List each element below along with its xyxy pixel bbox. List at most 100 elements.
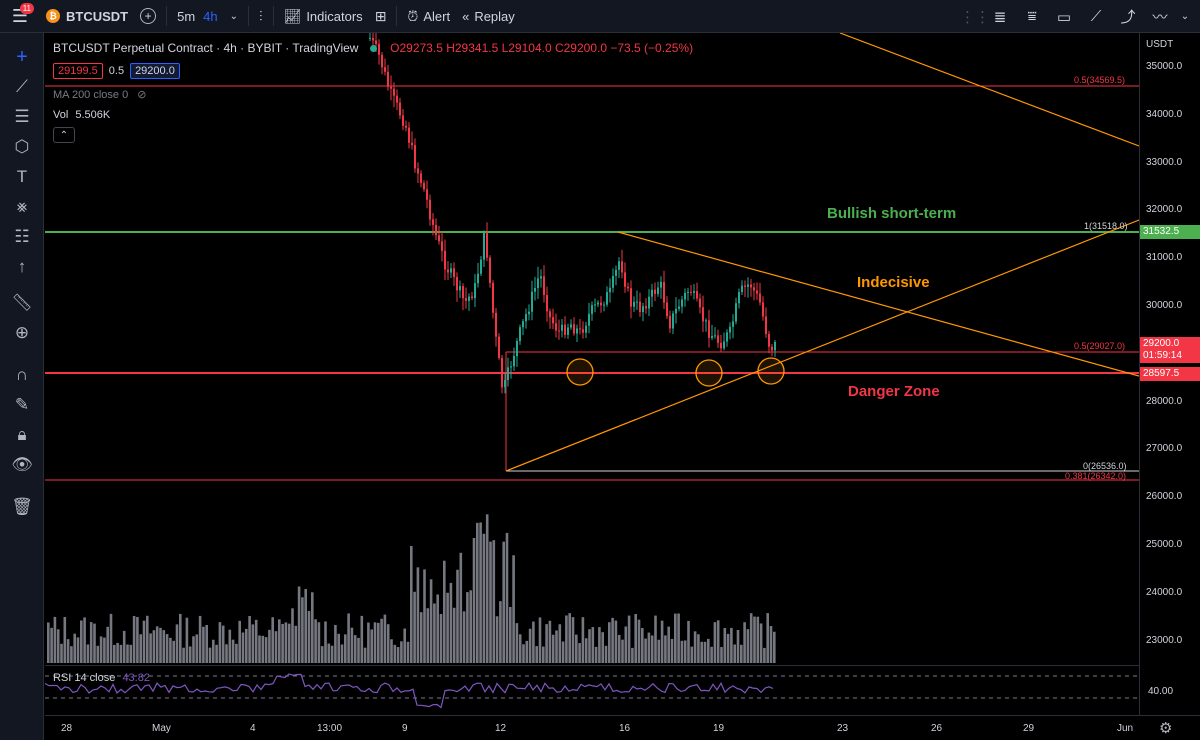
candle-body [696, 291, 698, 299]
alert-button[interactable]: ⏰︎ Alert [401, 0, 456, 33]
volume-bar [551, 634, 555, 663]
candle-body [600, 302, 602, 306]
rsi-legend[interactable]: RSI 14 close 43.82 [53, 672, 150, 684]
volume-bar [449, 582, 453, 663]
candle-body [702, 307, 704, 322]
eye-icon[interactable]: 👁︎ [11, 455, 33, 474]
timeframe-4h-label[interactable]: 4h [203, 8, 218, 24]
rsi-pane[interactable]: RSI 14 close 43.82 [45, 665, 1139, 715]
polyline-icon[interactable]: 〰 [1152, 9, 1168, 26]
collapse-legend-button[interactable]: ⌃ [53, 127, 75, 143]
candle-body [429, 199, 431, 220]
volume-bar [604, 645, 608, 663]
volume-bar [740, 644, 743, 663]
volume-bar [393, 644, 397, 663]
support-circle-2[interactable] [695, 359, 723, 387]
candle-body [684, 292, 686, 300]
indecisive-annotation[interactable]: Indecisive [857, 274, 930, 291]
descending-trend-line[interactable] [617, 231, 1139, 377]
chart-type-button[interactable]: ⫶ [253, 0, 269, 33]
volume-value: 5.506K [75, 109, 111, 121]
indicators-button[interactable]: 📈︎ Indicators [278, 0, 369, 33]
ma-indicator-legend[interactable]: MA 200 close 0 ⊘ [53, 88, 147, 101]
price-chart-pane[interactable]: BTCUSDT Perpetual Contract · 4h · BYBIT … [45, 33, 1139, 663]
volume-bar [241, 632, 245, 663]
volume-bar [291, 608, 294, 663]
time-scale[interactable]: 28 May 4 13:00 9 12 16 19 23 26 29 Jun ⚙ [45, 715, 1200, 740]
timeframe-5m-button[interactable]: 5m 4h [171, 0, 224, 33]
currency-label[interactable]: USDT [1146, 39, 1174, 50]
fib-label-low: 0.381(26342.0) [1065, 471, 1127, 481]
buy-button[interactable]: 29200.0 [130, 63, 180, 79]
price-tick-label: 25000.0 [1146, 539, 1183, 550]
volume-bar [644, 638, 647, 663]
support-circle-3[interactable] [757, 357, 785, 385]
volume-indicator-legend[interactable]: Vol 5.506K [53, 109, 110, 121]
volume-bar [80, 620, 83, 663]
rsi-canvas[interactable] [45, 666, 1139, 716]
price-tick-label: 28000.0 [1146, 395, 1183, 407]
price-chart-canvas[interactable] [45, 33, 1139, 663]
text-icon[interactable]: T [16, 167, 28, 186]
timeframe-dropdown[interactable]: ⌄ [224, 0, 244, 33]
candle-body [531, 291, 533, 312]
replay-label: Replay [474, 8, 515, 24]
compare-symbol-button[interactable]: + [134, 0, 162, 33]
bullish-annotation[interactable]: Bullish short-term [827, 205, 957, 222]
trend-line-icon[interactable]: ⟋ [1090, 8, 1102, 25]
upper-channel-line[interactable] [839, 33, 1139, 147]
fib-retracement-icon[interactable]: ☰ [14, 107, 30, 126]
candle-body [486, 232, 488, 258]
candle-body [741, 285, 743, 293]
drag-handle-icon[interactable]: ⋮⋮ [960, 8, 990, 26]
trash-icon[interactable]: 🗑︎ [11, 497, 33, 516]
patterns-icon[interactable]: ⨳ [16, 197, 28, 216]
eye-hidden-icon[interactable]: ⊘ [137, 89, 147, 101]
candle-body [717, 335, 719, 343]
symbol-search-button[interactable]: ₿ BTCUSDT [40, 0, 134, 33]
volume-bar [476, 522, 479, 663]
prediction-icon[interactable]: ☷ [14, 227, 30, 246]
candle-body [432, 219, 434, 225]
chevron-down-icon[interactable]: ⌄ [1180, 11, 1190, 22]
volume-bar [70, 646, 73, 663]
candle-body [762, 302, 764, 317]
toolbar-divider [272, 6, 274, 26]
path-icon[interactable]: ⤴ [1120, 9, 1136, 26]
candle-body [498, 336, 500, 358]
volume-bar [96, 645, 100, 663]
volume-label: Vol [53, 109, 69, 121]
candle-body [495, 312, 497, 337]
candles-icon: ⫶ [259, 7, 263, 24]
pencil-lock-icon[interactable]: ✎ [14, 395, 30, 414]
parallel-channel-icon[interactable]: ≣ [993, 8, 1007, 26]
rectangle-icon[interactable]: ▭ [1056, 8, 1072, 26]
bullish-level-tag: 31532.5 [1140, 225, 1200, 239]
crosshair-icon[interactable]: + [16, 45, 28, 68]
candle-body [420, 173, 422, 184]
danger-annotation[interactable]: Danger Zone [848, 383, 940, 400]
volume-bar [426, 608, 430, 663]
regression-trend-icon[interactable]: ⩸ [1027, 8, 1037, 25]
magnet-icon[interactable]: ∩ [15, 365, 29, 384]
ruler-icon[interactable]: 📏︎ [11, 293, 33, 312]
replay-button[interactable]: « Replay [456, 0, 521, 33]
ascending-trend-line[interactable] [505, 219, 1139, 472]
main-menu-button[interactable]: ☰ 11 [0, 0, 40, 33]
candle-body [462, 286, 464, 299]
settings-gear-icon[interactable]: ⚙ [1159, 720, 1173, 737]
candle-body [675, 308, 677, 314]
price-scale[interactable]: USDT 35000.0 34000.0 33000.0 32000.0 31000.0… [1139, 33, 1200, 715]
templates-button[interactable]: ⊞ [369, 0, 393, 33]
trend-line-icon[interactable]: ⟋ [16, 77, 28, 96]
arrow-up-icon[interactable]: ↑ [17, 257, 27, 276]
zoom-in-icon[interactable]: ⊕ [14, 323, 30, 342]
candle-body [438, 235, 440, 242]
volume-bar [360, 615, 364, 663]
sell-button[interactable]: 29199.5 [53, 63, 103, 79]
candle-body [618, 261, 620, 270]
shapes-icon[interactable]: ⬡ [14, 137, 30, 156]
volume-bar [386, 624, 390, 663]
lock-icon[interactable]: 🔒︎ [17, 425, 27, 444]
support-circle-1[interactable] [566, 358, 594, 386]
